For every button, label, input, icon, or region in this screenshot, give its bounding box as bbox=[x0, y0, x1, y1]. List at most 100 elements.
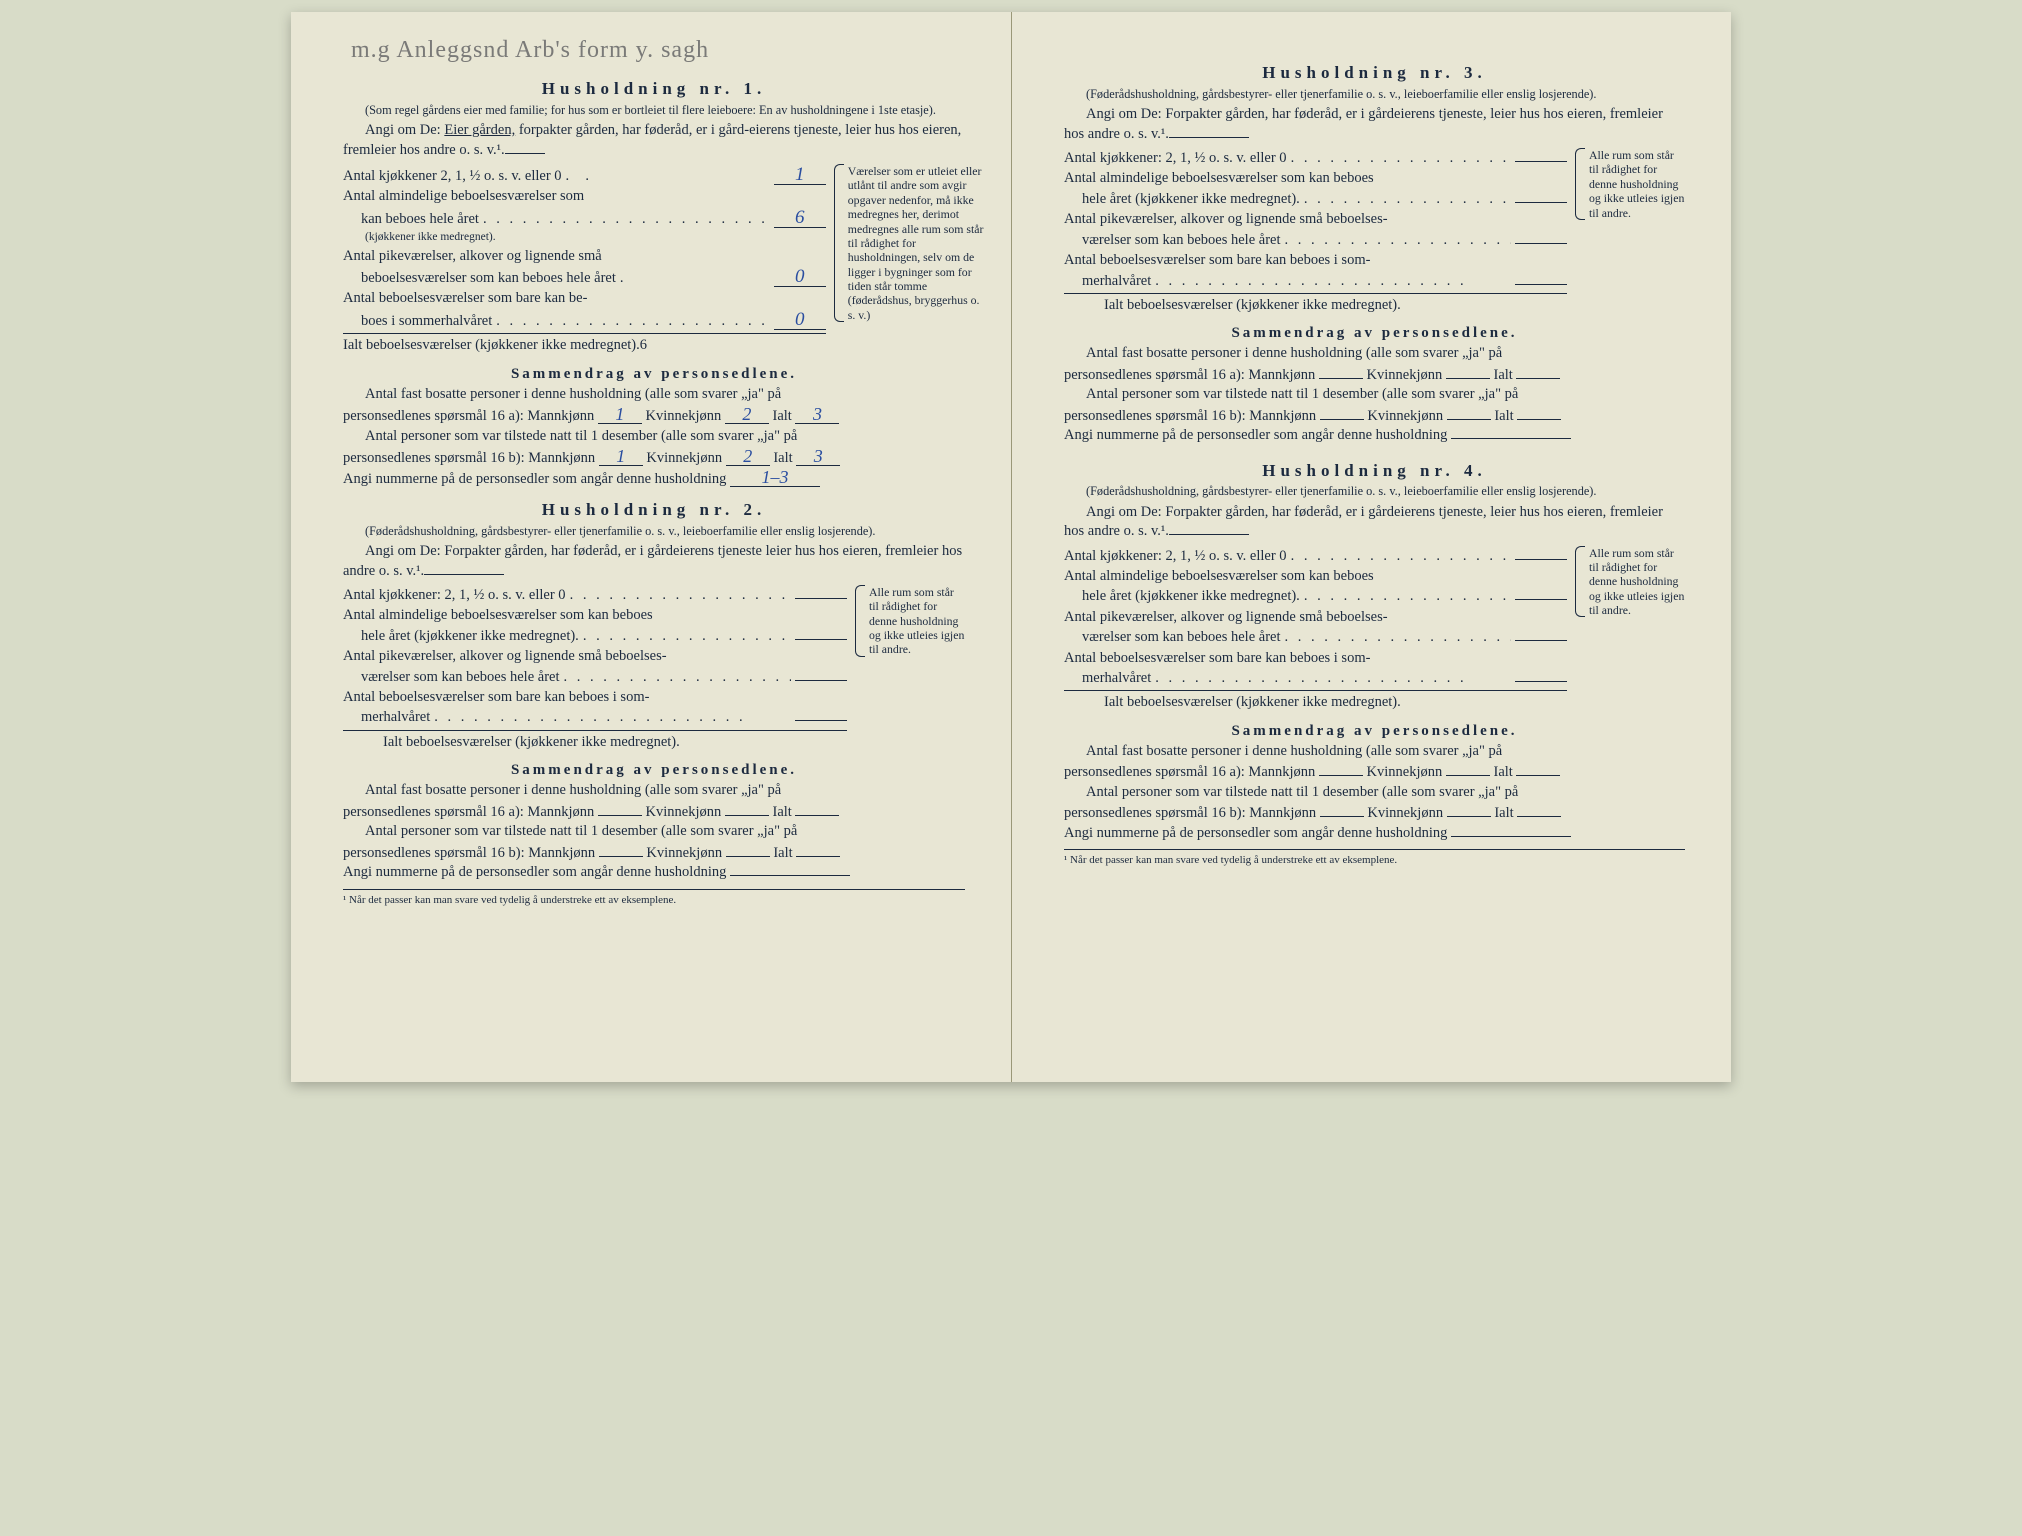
household-3: Husholdning nr. 3. (Føderådshusholdning,… bbox=[1064, 62, 1685, 446]
household-1: Husholdning nr. 1. (Som regel gårdens ei… bbox=[343, 78, 965, 489]
h2-bos-m bbox=[598, 815, 642, 816]
h3-angi-text: Angi om De: Forpakter gården, har føderå… bbox=[1064, 106, 1663, 141]
h1-bos-ialt: 3 bbox=[795, 406, 839, 424]
h3-til-m bbox=[1320, 419, 1364, 420]
h4-til2: personsedlenes spørsmål 16 b): Mannkjønn… bbox=[1064, 804, 1685, 823]
h1-angi: Angi om De: Eier gården, forpakter gårde… bbox=[343, 121, 965, 160]
dots: . . . . . . . . . . . . . . . . . . . . … bbox=[483, 210, 770, 229]
h1-pike-label1: Antal pikeværelser, alkover og lignende … bbox=[343, 247, 826, 266]
dots: . . . . . . . . . . . . . . . . . . . . … bbox=[1155, 669, 1511, 688]
h2-rooms-left: Antal kjøkkener: 2, 1, ½ o. s. v. eller … bbox=[343, 585, 847, 752]
h2-alm-label2: hele året (kjøkkener ikke medregnet). bbox=[361, 627, 579, 646]
h4-sub: (Føderådshusholdning, gårdsbestyrer- ell… bbox=[1064, 484, 1685, 499]
left-footnote: ¹ Når det passer kan man svare ved tydel… bbox=[343, 889, 965, 908]
h3-til-ialt-label: Ialt bbox=[1494, 408, 1513, 424]
dots: . . . . . . . . . . . . . . . . . . . . … bbox=[583, 627, 791, 646]
h4-til1: Antal personer som var tilstede natt til… bbox=[1064, 783, 1685, 802]
h3-til2-pre: personsedlenes spørsmål 16 b): Mannkjønn bbox=[1064, 408, 1316, 424]
dots: . bbox=[620, 269, 770, 288]
h1-alm-label2: kan beboes hele året bbox=[361, 210, 479, 229]
h3-sub: (Føderådshusholdning, gårdsbestyrer- ell… bbox=[1064, 87, 1685, 102]
h3-right-note: Alle rum som står til rådighet for denne… bbox=[1577, 148, 1685, 220]
h4-sommer-label1: Antal beboelsesværelser som bare kan beb… bbox=[1064, 649, 1567, 668]
h2-bos1: Antal fast bosatte personer i denne hush… bbox=[343, 781, 965, 800]
h3-alm-label2: hele året (kjøkkener ikke medregnet). bbox=[1082, 190, 1300, 209]
h2-sommer-label1: Antal beboelsesværelser som bare kan beb… bbox=[343, 688, 847, 707]
h4-bos1: Antal fast bosatte personer i denne hush… bbox=[1064, 742, 1685, 761]
h2-pike-label1: Antal pikeværelser, alkover og lignende … bbox=[343, 647, 847, 666]
h2-til-mid: Kvinnekjønn bbox=[646, 845, 722, 861]
h4-alm-label1: Antal almindelige beboelsesværelser som … bbox=[1064, 567, 1567, 586]
h1-til-mid: Kvinnekjønn bbox=[646, 450, 722, 466]
h4-bos2: personsedlenes spørsmål 16 a): Mannkjønn… bbox=[1064, 763, 1685, 782]
right-page: Husholdning nr. 3. (Føderådshusholdning,… bbox=[1011, 12, 1731, 1082]
h2-sommer-val bbox=[795, 720, 847, 721]
brace-icon bbox=[1575, 546, 1585, 618]
h4-rooms-left: Antal kjøkkener: 2, 1, ½ o. s. v. eller … bbox=[1064, 546, 1567, 713]
dots: . . . . . . . . . . . . . . . . . . . . … bbox=[1285, 628, 1512, 647]
h4-bos-m bbox=[1319, 775, 1363, 776]
h4-angi-num-row: Angi nummerne på de personsedler som ang… bbox=[1064, 824, 1685, 843]
h1-bos-m: 1 bbox=[598, 406, 642, 424]
h1-bos-k: 2 bbox=[725, 406, 769, 424]
h3-bos-ialt bbox=[1516, 378, 1560, 379]
h4-til-m bbox=[1320, 816, 1364, 817]
h2-kjokkener-label: Antal kjøkkener: 2, 1, ½ o. s. v. eller … bbox=[343, 586, 566, 605]
h3-bos2: personsedlenes spørsmål 16 a): Mannkjønn… bbox=[1064, 366, 1685, 385]
h1-kjokkener-label: Antal kjøkkener 2, 1, ½ o. s. v. eller 0 bbox=[343, 167, 562, 186]
h3-sommer-val bbox=[1515, 284, 1567, 285]
h4-angi-text: Angi om De: Forpakter gården, har føderå… bbox=[1064, 504, 1663, 539]
brace-icon bbox=[855, 585, 865, 657]
h2-alm-label1: Antal almindelige beboelsesværelser som … bbox=[343, 606, 847, 625]
h4-right-note-text: Alle rum som står til rådighet for denne… bbox=[1589, 546, 1684, 618]
h4-sammendrag-title: Sammendrag av personsedlene. bbox=[1064, 721, 1685, 741]
h4-pike-val bbox=[1515, 640, 1567, 641]
h1-angi-num-row: Angi nummerne på de personsedler som ang… bbox=[343, 469, 965, 489]
dots: . . bbox=[566, 167, 770, 186]
h4-bos-k bbox=[1446, 775, 1490, 776]
brace-icon bbox=[1575, 148, 1585, 220]
h4-sommer-val bbox=[1515, 681, 1567, 682]
h3-bos-k bbox=[1446, 378, 1490, 379]
dots: . . . . . . . . . . . . . . . . . . . . … bbox=[564, 668, 792, 687]
h1-ialt-val: 6 bbox=[640, 336, 647, 355]
h1-angi-num: Angi nummerne på de personsedler som ang… bbox=[343, 471, 726, 487]
h4-bos-mid: Kvinnekjønn bbox=[1367, 764, 1443, 780]
h2-til-ialt-label: Ialt bbox=[773, 845, 792, 861]
h2-bos2-pre: personsedlenes spørsmål 16 a): Mannkjønn bbox=[343, 804, 594, 820]
h1-bos2: personsedlenes spørsmål 16 a): Mannkjønn… bbox=[343, 406, 965, 426]
h1-til2-pre: personsedlenes spørsmål 16 b): Mannkjønn bbox=[343, 450, 595, 466]
h3-alm-label1: Antal almindelige beboelsesværelser som … bbox=[1064, 169, 1567, 188]
h4-til2-pre: personsedlenes spørsmål 16 b): Mannkjønn bbox=[1064, 805, 1316, 821]
h4-bos-ialt-label: Ialt bbox=[1494, 764, 1513, 780]
h4-til-k bbox=[1447, 816, 1491, 817]
h3-til1: Antal personer som var tilstede natt til… bbox=[1064, 385, 1685, 404]
h2-pike-val bbox=[795, 680, 847, 681]
h2-right-note: Alle rum som står til rådighet for denne… bbox=[857, 585, 965, 657]
h1-ialt-label: Ialt beboelsesværelser (kjøkkener ikke m… bbox=[343, 336, 640, 355]
brace-icon bbox=[834, 164, 844, 322]
h4-kjokkener-val bbox=[1515, 559, 1567, 560]
h1-sub: (Som regel gårdens eier med familie; for… bbox=[343, 103, 965, 118]
h4-angi-num: Angi nummerne på de personsedler som ang… bbox=[1064, 825, 1447, 841]
h4-ialt-label: Ialt beboelsesværelser (kjøkkener ikke m… bbox=[1104, 693, 1401, 712]
h3-right-note-text: Alle rum som står til rådighet for denne… bbox=[1589, 148, 1684, 220]
h1-til-ialt-label: Ialt bbox=[773, 450, 792, 466]
h4-bos-ialt bbox=[1516, 775, 1560, 776]
h4-til-ialt bbox=[1517, 816, 1561, 817]
h1-bos-ialt-label: Ialt bbox=[773, 408, 792, 424]
page-spread: m.g Anleggsnd Arb's form y. sagh Hushold… bbox=[291, 12, 1731, 1082]
h2-bos-ialt bbox=[795, 815, 839, 816]
h1-bos1: Antal fast bosatte personer i denne hush… bbox=[343, 385, 965, 404]
h1-bos2-pre: personsedlenes spørsmål 16 a): Mannkjønn bbox=[343, 408, 594, 424]
h1-til-m: 1 bbox=[599, 448, 643, 466]
h2-title: Husholdning nr. 2. bbox=[343, 499, 965, 522]
h3-pike-label1: Antal pikeværelser, alkover og lignende … bbox=[1064, 210, 1567, 229]
h2-alm-val bbox=[795, 639, 847, 640]
h2-angi-num-row: Angi nummerne på de personsedler som ang… bbox=[343, 863, 965, 882]
h2-sommer-label2: merhalvåret bbox=[361, 708, 430, 727]
h4-sommer-label2: merhalvåret bbox=[1082, 669, 1151, 688]
dots: . . . . . . . . . . . . . . . . . . . . … bbox=[1285, 231, 1512, 250]
h4-til-ialt-label: Ialt bbox=[1494, 805, 1513, 821]
h1-sommer-val: 0 bbox=[774, 310, 826, 330]
